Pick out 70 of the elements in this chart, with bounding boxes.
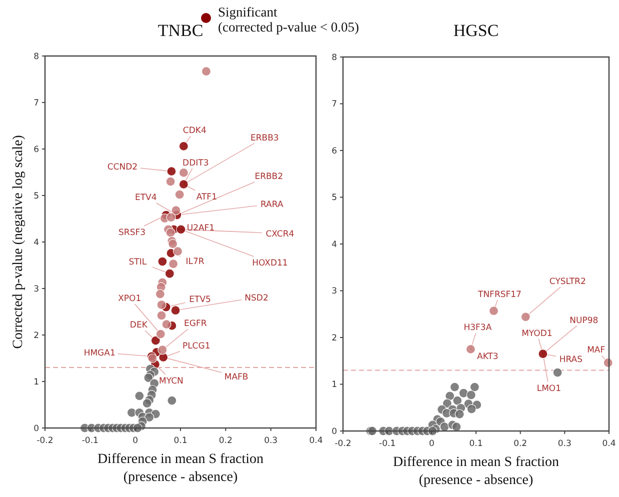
y-tick-label: 8 (34, 52, 39, 62)
annotation: ERBB2 (254, 172, 284, 182)
annotation: ATF1 (196, 192, 217, 202)
y-tick-label: 4 (34, 238, 39, 248)
y-tick-label: 1 (332, 380, 337, 390)
y-tick-label: 2 (332, 333, 337, 344)
y-tick-label: 7 (332, 100, 337, 110)
annotation: AKT3 (477, 352, 498, 362)
annotation: MYOD1 (522, 328, 552, 339)
chart-title: TNBC (158, 21, 204, 40)
annotation: PLCG1 (182, 341, 210, 352)
annotation: STIL (128, 258, 147, 268)
x-tick-label: 0.1 (469, 438, 483, 449)
x-tick-label: 0 (132, 436, 138, 446)
y-tick-label: 4 (332, 240, 337, 250)
annotation: DEK (130, 320, 148, 331)
x-axis-title: Difference in mean S fraction (presence - absence) (97, 452, 264, 485)
annotation: H3F3A (464, 323, 492, 334)
y-tick-label: 0 (332, 426, 337, 437)
y-tick-label: 7 (34, 98, 39, 108)
annotation: HOXD11 (252, 258, 288, 268)
annotation: CCND2 (107, 162, 138, 172)
annotation: CDK4 (182, 126, 206, 136)
x-tick-label: 0.4 (309, 436, 323, 446)
x-tick-label: 0.3 (558, 438, 572, 449)
annotation: MAFB (224, 372, 248, 382)
x-tick-label: -0.2 (334, 438, 352, 449)
y-tick-label: 1 (34, 377, 39, 388)
x-tick-label: 0.2 (218, 436, 232, 446)
y-tick-label: 5 (332, 193, 337, 204)
y-tick-label: 6 (34, 144, 39, 155)
annotation: U2AF1 (186, 223, 215, 234)
y-tick-label: 3 (34, 284, 39, 294)
annotation: LMO1 (536, 384, 562, 394)
annotation: NSD2 (244, 293, 268, 304)
x-tick-label: 0.2 (514, 438, 528, 449)
y-tick-label: 3 (332, 286, 337, 297)
annotation: HMGA1 (84, 348, 116, 358)
x-tick-label: 0.1 (174, 436, 188, 446)
chart-title: HGSC (453, 21, 499, 40)
annotation: EGFR (184, 318, 207, 329)
y-axis-title: Corrected p-value (negative log scale) (10, 134, 26, 349)
x-tick-label: 0.4 (602, 438, 616, 449)
y-tick-label: 2 (34, 330, 39, 341)
annotation: MAF (587, 346, 606, 356)
x-tick-label: -0.1 (379, 438, 396, 449)
annotation: IL7R (186, 257, 204, 268)
annotation: RARA (260, 200, 284, 210)
annotation: XPO1 (118, 294, 142, 304)
annotation: NUP98 (570, 316, 598, 326)
annotation: TNFRSF17 (477, 290, 522, 300)
x-tick-label: 0.3 (264, 436, 278, 446)
annotation: ETV4 (134, 193, 157, 204)
annotation: ERBB3 (250, 133, 279, 144)
legend-label: Significant (corrected p-value < 0.05) (218, 4, 360, 35)
annotation: CYSLTR2 (549, 276, 586, 287)
y-tick-label: 6 (332, 146, 337, 156)
x-tick-label: -0.1 (82, 436, 98, 446)
annotation: CXCR4 (266, 229, 294, 240)
y-tick-label: 5 (34, 191, 39, 202)
x-axis-title: Difference in mean S fraction (presence - absence) (392, 454, 560, 488)
annotation: DDIT3 (182, 158, 209, 168)
annotation: HRAS (559, 354, 583, 365)
annotation: ETV5 (189, 295, 211, 306)
x-tick-label: 0 (428, 438, 434, 449)
y-tick-label: 8 (332, 52, 337, 63)
annotation: MYCN (159, 376, 184, 386)
y-tick-label: 0 (34, 424, 39, 434)
annotation: SRSF3 (118, 228, 146, 238)
x-tick-label: -0.2 (36, 436, 54, 446)
